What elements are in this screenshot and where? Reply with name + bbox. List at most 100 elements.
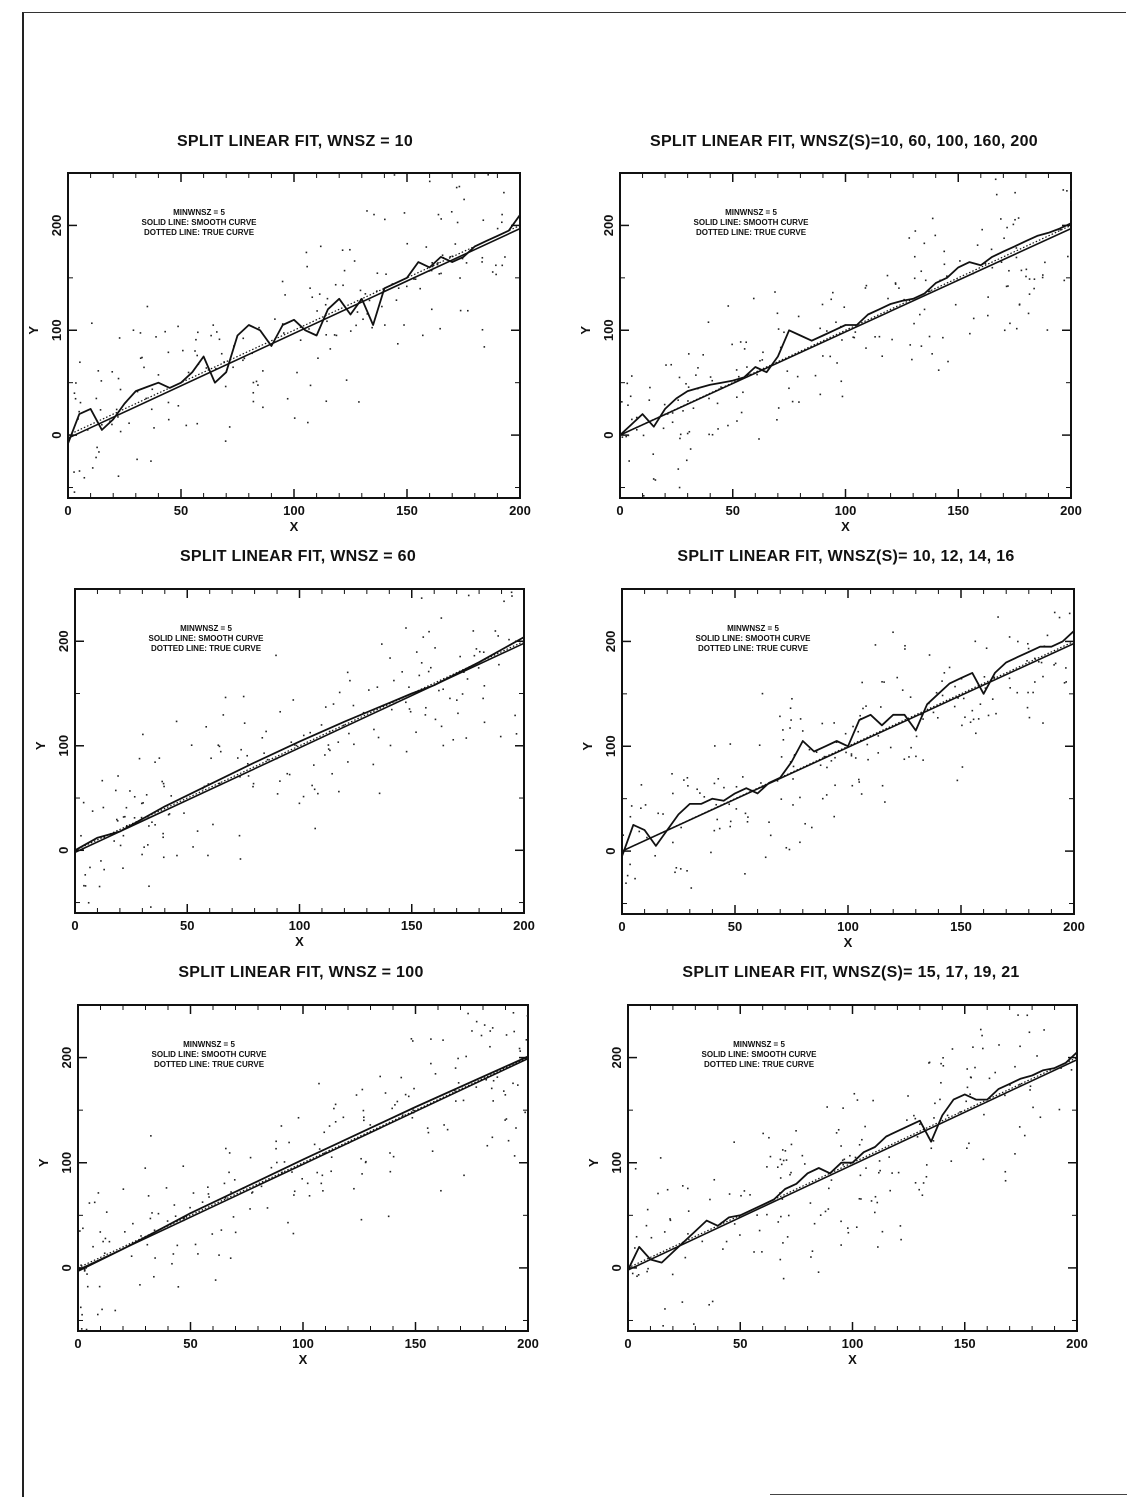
scatter-point (140, 802, 143, 805)
scatter-point (713, 829, 716, 832)
fit-line (68, 227, 520, 439)
scatter-point (86, 429, 89, 431)
scatter-point (717, 777, 720, 780)
scatter-point (922, 718, 924, 720)
scatter-point (864, 287, 867, 289)
scatter-point (196, 422, 199, 425)
scatter-point (230, 1191, 232, 1193)
scatter-point (151, 388, 154, 391)
scatter-point (247, 775, 250, 777)
scatter-point (323, 1131, 326, 1134)
scatter-point (626, 874, 629, 877)
scatter-point (959, 260, 961, 262)
scatter-point (1020, 269, 1023, 272)
scatter-point (78, 470, 81, 472)
scatter-point (115, 408, 118, 411)
scatter-point (854, 757, 857, 759)
scatter-point (950, 1160, 953, 1162)
scatter-point (833, 722, 835, 724)
scatter-point (239, 775, 241, 778)
scatter-point (501, 221, 503, 224)
scatter-point (170, 795, 173, 797)
scatter-point (252, 400, 255, 403)
scatter-point (125, 806, 128, 809)
y-tick-label: 0 (609, 1264, 624, 1271)
scatter-point (858, 778, 860, 781)
scatter-point (345, 379, 348, 381)
x-tick-label: 0 (618, 919, 625, 934)
y-tick-label: 100 (609, 1152, 624, 1174)
scatter-point (176, 1244, 179, 1247)
scatter-point (114, 789, 117, 792)
scatter-point (457, 1082, 460, 1084)
x-tick-label: 150 (950, 919, 972, 934)
scatter-point (133, 817, 136, 819)
scatter-point (502, 1090, 505, 1092)
scatter-point (172, 1253, 175, 1255)
scatter-point (830, 760, 833, 762)
scatter-point (859, 1174, 862, 1177)
scatter-point (88, 912, 91, 913)
scatter-point (994, 178, 997, 181)
scatter-point (788, 848, 791, 851)
scatter-point (853, 336, 856, 339)
scatter-point (438, 689, 440, 692)
scatter-point (1036, 1055, 1038, 1057)
scatter-point (745, 341, 748, 344)
scatter-point (841, 339, 843, 341)
scatter-point (1053, 664, 1055, 666)
scatter-point (381, 643, 383, 645)
scatter-point (948, 666, 951, 669)
scatter-point (662, 813, 664, 815)
scatter-point (1065, 667, 1067, 669)
scatter-point (946, 275, 948, 277)
scatter-point (858, 1197, 861, 1200)
scatter-point (194, 350, 196, 352)
scatter-point (729, 825, 732, 828)
scatter-point (295, 744, 298, 747)
scatter-point (331, 772, 333, 775)
scatter-point (998, 1044, 1000, 1046)
scatter-point (281, 280, 284, 283)
y-tick-label: 200 (609, 1047, 624, 1069)
scatter-point (779, 1177, 782, 1179)
scatter-point (854, 331, 857, 333)
scatter-point (758, 438, 760, 440)
scatter-point (1017, 640, 1019, 643)
scatter-point (696, 788, 698, 791)
scatter-point (1028, 1031, 1031, 1034)
x-axis-label: X (841, 519, 850, 534)
scatter-point (672, 792, 674, 795)
scatter-point (215, 367, 217, 370)
scatter-point (97, 370, 100, 372)
scatter-point (1009, 687, 1011, 689)
scatter-point (789, 707, 792, 709)
scatter-point (1012, 223, 1015, 226)
scatter-point (657, 1192, 659, 1195)
scatter-point (961, 766, 964, 768)
scatter-point (687, 353, 690, 355)
scatter-point (776, 418, 778, 421)
scatter-point (930, 1147, 933, 1150)
scatter-point (371, 326, 373, 329)
scatter-point (877, 1246, 879, 1248)
scatter-point (177, 1286, 180, 1288)
scatter-point (218, 1254, 220, 1256)
scatter-point (792, 804, 794, 806)
scatter-point (91, 810, 94, 812)
scatter-point (492, 1100, 495, 1102)
scatter-point (138, 757, 141, 760)
scatter-point (102, 806, 105, 809)
annotation-minwnsz: MINWNSZ = 5 (173, 208, 225, 217)
scatter-point (913, 255, 916, 258)
scatter-point (1058, 1108, 1061, 1111)
scatter-point (928, 1062, 930, 1064)
scatter-point (293, 417, 296, 419)
scatter-point (525, 1038, 528, 1041)
scatter-point (450, 210, 453, 213)
scatter-point (756, 1214, 758, 1216)
scatter-point (915, 735, 918, 738)
scatter-point (635, 429, 638, 431)
scatter-point (679, 868, 682, 870)
